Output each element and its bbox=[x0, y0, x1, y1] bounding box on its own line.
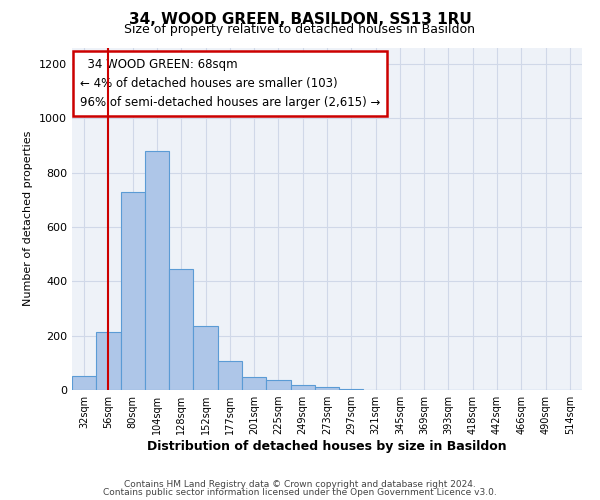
Bar bbox=[218, 362, 242, 390]
Bar bbox=[266, 380, 290, 390]
Text: 34, WOOD GREEN, BASILDON, SS13 1RU: 34, WOOD GREEN, BASILDON, SS13 1RU bbox=[128, 12, 472, 28]
Bar bbox=[290, 384, 315, 390]
Text: Contains HM Land Registry data © Crown copyright and database right 2024.: Contains HM Land Registry data © Crown c… bbox=[124, 480, 476, 489]
X-axis label: Distribution of detached houses by size in Basildon: Distribution of detached houses by size … bbox=[147, 440, 507, 453]
Bar bbox=[72, 376, 96, 390]
Bar bbox=[315, 386, 339, 390]
Bar bbox=[339, 388, 364, 390]
Bar bbox=[193, 326, 218, 390]
Bar bbox=[169, 269, 193, 390]
Bar bbox=[96, 332, 121, 390]
Text: Size of property relative to detached houses in Basildon: Size of property relative to detached ho… bbox=[125, 22, 476, 36]
Text: 34 WOOD GREEN: 68sqm  
← 4% of detached houses are smaller (103)
96% of semi-det: 34 WOOD GREEN: 68sqm ← 4% of detached ho… bbox=[80, 58, 380, 109]
Bar bbox=[145, 151, 169, 390]
Y-axis label: Number of detached properties: Number of detached properties bbox=[23, 131, 34, 306]
Bar bbox=[121, 192, 145, 390]
Bar bbox=[242, 377, 266, 390]
Text: Contains public sector information licensed under the Open Government Licence v3: Contains public sector information licen… bbox=[103, 488, 497, 497]
